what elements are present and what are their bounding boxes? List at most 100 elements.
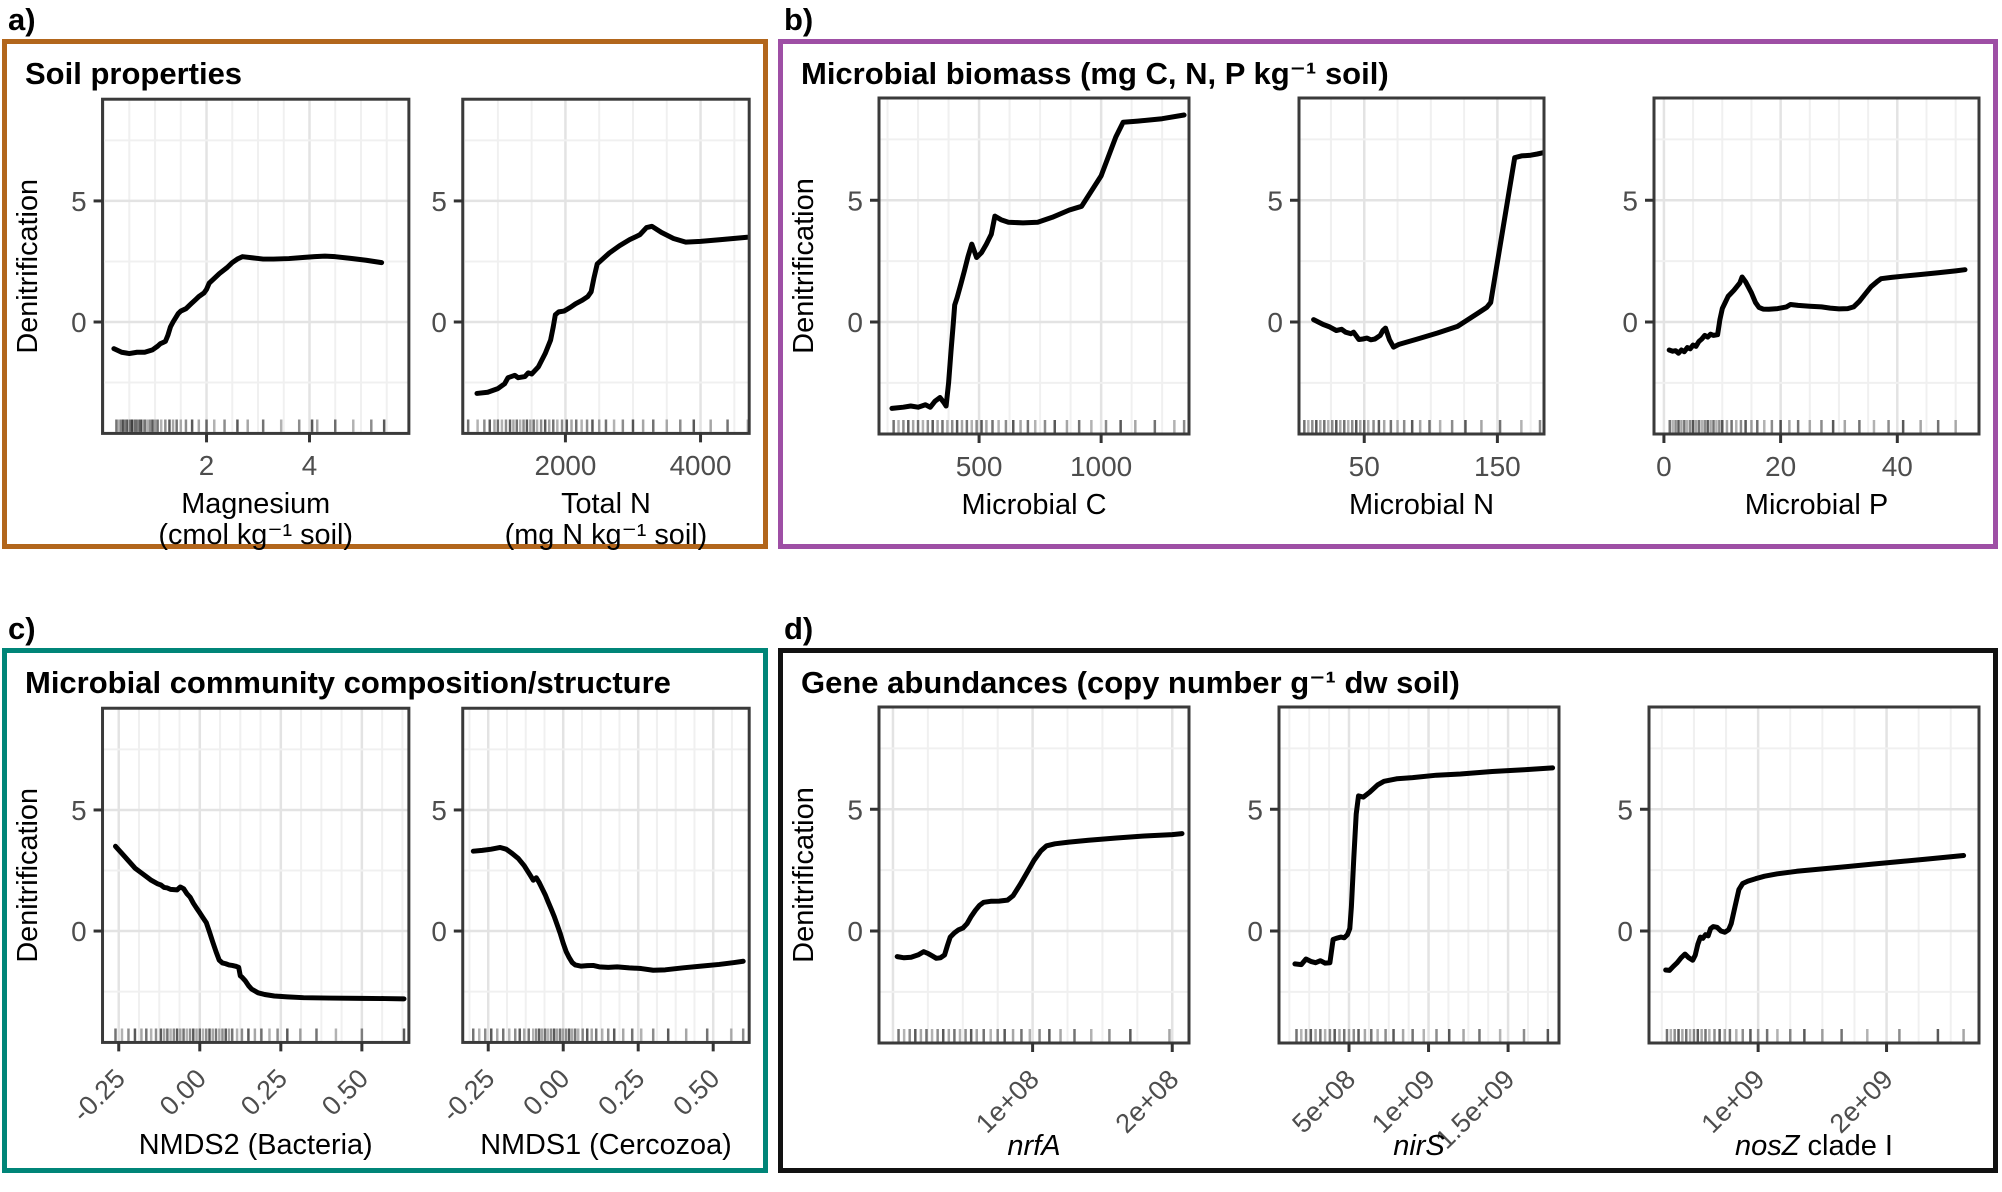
x-tick-label: 2 [199, 450, 214, 481]
y-tick-label: 0 [431, 307, 446, 338]
y-axis-title: Denitrification [791, 178, 820, 354]
rug-marks [1295, 1028, 1550, 1042]
gridlines [1279, 706, 1559, 1043]
y-tick-label: 5 [1622, 185, 1638, 216]
x-tick-label: 1000 [1070, 451, 1132, 482]
panel-a: a) Soil properties 0 5 2 4 Magnesium (cmol kg… [2, 2, 768, 550]
panel-a-title: Soil properties [25, 56, 243, 91]
y-tick-label: 0 [847, 307, 863, 338]
x-axis-title: (cmol kg⁻¹ soil) [158, 518, 353, 550]
panel-d-tag: d) [784, 611, 814, 646]
rug-marks [471, 1028, 745, 1041]
x-tick-label: 40 [1882, 451, 1913, 482]
y-tick-label: 0 [71, 916, 86, 947]
subplot-magnesium: 0 5 2 4 Magnesium(cmol kg⁻¹ soil) Denitrifica… [15, 97, 411, 550]
rug-marks [115, 419, 386, 432]
x-tick-label: 2000 [534, 450, 596, 481]
x-axis-title: Microbial C [961, 489, 1106, 521]
trend-line-total-n [474, 223, 750, 396]
gridlines [1299, 97, 1544, 434]
panel-c-title: Microbial community composition/structur… [25, 665, 671, 700]
trend-line-nmds2-bacteria [112, 843, 407, 1001]
panel-c-tag: c) [8, 611, 36, 646]
x-axis-title: Magnesium [181, 488, 330, 520]
trend-line-microbial-c [889, 112, 1187, 411]
x-axis-title: NMDS2 (Bacteria) [139, 1128, 373, 1160]
rug-marks [1668, 419, 1957, 433]
trend-line-microbial-n [1311, 149, 1546, 350]
trend-line-magnesium [111, 253, 385, 356]
y-tick-label: 5 [847, 794, 863, 825]
rug-marks [1303, 419, 1542, 433]
subplot-microbial-n: 0 5 50 150 Microbial N [1267, 96, 1546, 521]
x-tick-label: 1e+09 [1366, 1064, 1441, 1139]
x-tick-label: 0.00 [154, 1063, 212, 1121]
trend-line-nrfa [894, 830, 1185, 961]
gridlines [462, 98, 750, 434]
gridlines [102, 98, 409, 434]
gridlines [1654, 97, 1979, 434]
x-tick-label: 0.50 [316, 1063, 374, 1121]
y-tick-label: 5 [431, 795, 446, 826]
subplot-microbial-p: 0 5 0 20 40 Microbial P [1622, 96, 1981, 521]
y-tick-label: 0 [71, 307, 86, 338]
plot-border [1652, 96, 1981, 436]
y-axis-title: Denitrification [15, 788, 44, 963]
panel-d: d) Gene abundances (copy number g⁻¹ dw s… [778, 611, 1998, 1173]
y-tick-label: 0 [1622, 307, 1638, 338]
x-tick-label: 0.25 [592, 1063, 650, 1121]
gridlines [462, 707, 750, 1043]
x-tick-label: 1e+08 [970, 1064, 1045, 1139]
x-axis-title: Total N [561, 488, 651, 520]
y-tick-label: 0 [431, 916, 446, 947]
plot-border [1647, 705, 1981, 1045]
y-axis-title: Denitrification [791, 787, 820, 963]
subplot-microbial-c: 0 5 500 1000 Microbial C Denitrification [791, 96, 1191, 521]
figure-row-2: c) Microbial community composition/struc… [2, 611, 2000, 1173]
gridlines [102, 707, 409, 1043]
x-tick-label: 0.50 [667, 1063, 725, 1121]
x-tick-label: 5e+08 [1286, 1064, 1361, 1139]
y-tick-label: 5 [1247, 794, 1263, 825]
panel-c-box: Microbial community composition/structur… [2, 648, 768, 1173]
x-axis-title: Microbial P [1745, 489, 1888, 521]
x-tick-label: -0.25 [66, 1063, 130, 1127]
panel-b-tag: b) [784, 2, 814, 37]
rug-marks [466, 419, 749, 432]
y-tick-label: 5 [71, 795, 86, 826]
y-tick-label: 0 [847, 916, 863, 947]
panel-d-title: Gene abundances (copy number g⁻¹ dw soil… [801, 665, 1460, 700]
x-axis-title: nosZ clade I [1735, 1130, 1893, 1162]
x-tick-label: -0.25 [436, 1063, 500, 1127]
rug-marks [892, 419, 1186, 433]
x-tick-label: 2e+09 [1824, 1064, 1899, 1139]
panel-c: c) Microbial community composition/struc… [2, 611, 768, 1173]
subplot-nmds1-cercozoa: 0 5 -0.25 0.00 0.25 0.50 NMDS1 (Cercozoa) [431, 706, 751, 1160]
x-tick-label: 4 [302, 450, 317, 481]
x-tick-label: 0 [1656, 451, 1672, 482]
panel-c-plots: 0 5 -0.25 0.00 0.25 0.50 NMDS2 (Bacteria) Denit… [15, 703, 755, 1173]
x-tick-label: 0.25 [235, 1063, 293, 1121]
x-tick-label: 50 [1349, 451, 1380, 482]
plot-border [101, 706, 411, 1044]
y-tick-label: 5 [1617, 794, 1633, 825]
trend-line-nmds1-cercozoa [470, 844, 746, 973]
y-tick-label: 0 [1247, 916, 1263, 947]
y-tick-label: 5 [1267, 185, 1283, 216]
y-tick-label: 0 [1267, 307, 1283, 338]
trend-line-nosz-clade-i [1663, 852, 1967, 973]
panel-a-plots: 0 5 2 4 Magnesium (cmol kg⁻¹ soil) Denitrifica… [15, 94, 755, 554]
y-tick-label: 5 [71, 186, 86, 217]
rug-marks [114, 1028, 406, 1041]
trend-line-microbial-p [1666, 266, 1968, 356]
panel-d-plots: 0 5 1e+08 2e+08 nrfA Denitrification 0 5 5e+08 1e… [791, 703, 1985, 1173]
x-axis-title: NMDS1 (Cercozoa) [480, 1128, 732, 1160]
x-tick-label: 2e+08 [1110, 1064, 1185, 1139]
x-tick-label: 20 [1765, 451, 1796, 482]
panel-b: b) Microbial biomass (mg C, N, P kg⁻¹ so… [778, 2, 1998, 549]
x-tick-label: 4000 [669, 450, 731, 481]
gridlines [879, 706, 1189, 1043]
figure-row-1: a) Soil properties 0 5 2 4 Magnesium (cmol kg… [2, 2, 2000, 550]
panel-d-box: Gene abundances (copy number g⁻¹ dw soil… [778, 648, 1998, 1173]
